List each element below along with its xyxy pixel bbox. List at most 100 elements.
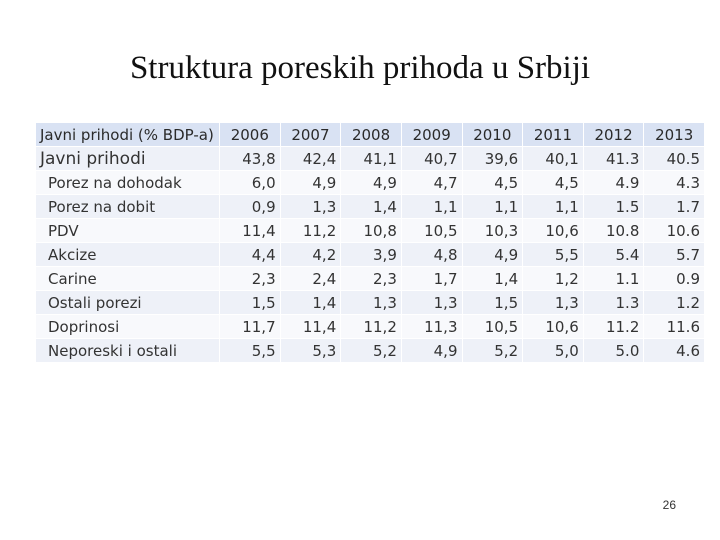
table-cell: 10,6: [523, 315, 583, 338]
table-cell: 0.9: [644, 267, 704, 290]
table-cell: 1,5: [220, 291, 280, 314]
table-cell: 10,5: [462, 315, 523, 338]
row-label: Akcize: [36, 243, 219, 266]
table-cell: 1,7: [401, 267, 462, 290]
table-cell: 5,2: [462, 339, 523, 362]
year-header: 2006: [220, 123, 280, 146]
row-label: Porez na dohodak: [36, 171, 219, 194]
table-cell: 5,2: [341, 339, 401, 362]
table-cell: 5,5: [220, 339, 280, 362]
table-row: Ostali porezi 1,5 1,4 1,3 1,3 1,5 1,3 1.3 1.2: [36, 291, 704, 314]
table-cell: 43,8: [220, 147, 280, 170]
table-row: Doprinosi 11,7 11,4 11,2 11,3 10,5 10,6 11.2 11.…: [36, 315, 704, 338]
table-row: Porez na dohodak 6,0 4,9 4,9 4,7 4,5 4,5 4.9 4.3: [36, 171, 704, 194]
year-header: 2009: [401, 123, 462, 146]
table-cell: 40.5: [644, 147, 704, 170]
table-cell: 41.3: [583, 147, 644, 170]
table-cell: 4,9: [462, 243, 523, 266]
table-cell: 10,5: [401, 219, 462, 242]
table-cell: 11.2: [583, 315, 644, 338]
revenue-table: Javni prihodi (% BDP-a) 2006 2007 2008 2…: [35, 122, 705, 363]
slide-title: Struktura poreskih prihoda u Srbiji: [129, 50, 591, 86]
table-cell: 4,7: [401, 171, 462, 194]
table-cell: 1,4: [341, 195, 401, 218]
table-cell: 4.6: [644, 339, 704, 362]
row-label: Ostali porezi: [36, 291, 219, 314]
table-header-row: Javni prihodi (% BDP-a) 2006 2007 2008 2…: [36, 123, 704, 146]
table-cell: 11,3: [401, 315, 462, 338]
table-cell: 6,0: [220, 171, 280, 194]
table-cell: 10,6: [523, 219, 583, 242]
table-cell: 4.9: [583, 171, 644, 194]
year-header: 2013: [644, 123, 704, 146]
table-cell: 39,6: [462, 147, 523, 170]
table-cell: 11,4: [280, 315, 341, 338]
table-cell: 10.8: [583, 219, 644, 242]
table-row: Carine 2,3 2,4 2,3 1,7 1,4 1,2 1.1 0.9: [36, 267, 704, 290]
table-cell: 1,3: [280, 195, 341, 218]
table-row: PDV 11,4 11,2 10,8 10,5 10,3 10,6 10.8 10.6: [36, 219, 704, 242]
table-cell: 5,3: [280, 339, 341, 362]
table-cell: 10,8: [341, 219, 401, 242]
table-cell: 41,1: [341, 147, 401, 170]
table-cell: 11.6: [644, 315, 704, 338]
table-cell: 1.7: [644, 195, 704, 218]
table-cell: 1,1: [523, 195, 583, 218]
table-cell: 5,0: [523, 339, 583, 362]
table-cell: 40,1: [523, 147, 583, 170]
table-cell: 10,3: [462, 219, 523, 242]
row-label: Carine: [36, 267, 219, 290]
row-label: Neporeski i ostali: [36, 339, 219, 362]
table-cell: 1.1: [583, 267, 644, 290]
table-cell: 4,9: [341, 171, 401, 194]
table-cell: 11,7: [220, 315, 280, 338]
table-cell: 11,2: [280, 219, 341, 242]
table-cell: 4,8: [401, 243, 462, 266]
table-cell: 2,3: [341, 267, 401, 290]
table-cell: 1,3: [523, 291, 583, 314]
table-cell: 0,9: [220, 195, 280, 218]
table-cell: 11,4: [220, 219, 280, 242]
year-header: 2010: [462, 123, 523, 146]
header-label: Javni prihodi (% BDP-a): [36, 123, 219, 146]
year-header: 2011: [523, 123, 583, 146]
table-cell: 1,3: [341, 291, 401, 314]
table-cell: 5,5: [523, 243, 583, 266]
table-cell: 42,4: [280, 147, 341, 170]
table-cell: 5.0: [583, 339, 644, 362]
table-cell: 4,5: [462, 171, 523, 194]
year-header: 2007: [280, 123, 341, 146]
table-cell: 3,9: [341, 243, 401, 266]
table-row: Neporeski i ostali 5,5 5,3 5,2 4,9 5,2 5,0 5.0 4…: [36, 339, 704, 362]
table-cell: 1,1: [462, 195, 523, 218]
table-cell: 1,4: [462, 267, 523, 290]
row-label: Javni prihodi: [36, 147, 219, 170]
table-cell: 11,2: [341, 315, 401, 338]
row-label: Porez na dobit: [36, 195, 219, 218]
table-row: Akcize 4,4 4,2 3,9 4,8 4,9 5,5 5.4 5.7: [36, 243, 704, 266]
table-cell: 1.3: [583, 291, 644, 314]
table-cell: 1,4: [280, 291, 341, 314]
table-cell: 4,9: [401, 339, 462, 362]
table-cell: 1,1: [401, 195, 462, 218]
table-cell: 40,7: [401, 147, 462, 170]
table-cell: 2,4: [280, 267, 341, 290]
table-cell: 4,5: [523, 171, 583, 194]
table-cell: 5.7: [644, 243, 704, 266]
table-cell: 5.4: [583, 243, 644, 266]
page-number: 26: [662, 498, 676, 512]
year-header: 2008: [341, 123, 401, 146]
table-body: Javni prihodi 43,8 42,4 41,1 40,7 39,6 40,1 41.…: [36, 147, 704, 362]
table-row: Porez na dobit 0,9 1,3 1,4 1,1 1,1 1,1 1.5 1.7: [36, 195, 704, 218]
year-header: 2012: [583, 123, 644, 146]
table-cell: 4,9: [280, 171, 341, 194]
table-cell: 4.3: [644, 171, 704, 194]
table-row: Javni prihodi 43,8 42,4 41,1 40,7 39,6 40,1 41.…: [36, 147, 704, 170]
table-cell: 10.6: [644, 219, 704, 242]
revenue-table-container: Javni prihodi (% BDP-a) 2006 2007 2008 2…: [35, 122, 705, 363]
table-cell: 1,5: [462, 291, 523, 314]
table-cell: 4,2: [280, 243, 341, 266]
table-cell: 4,4: [220, 243, 280, 266]
row-label: Doprinosi: [36, 315, 219, 338]
table-cell: 1.5: [583, 195, 644, 218]
